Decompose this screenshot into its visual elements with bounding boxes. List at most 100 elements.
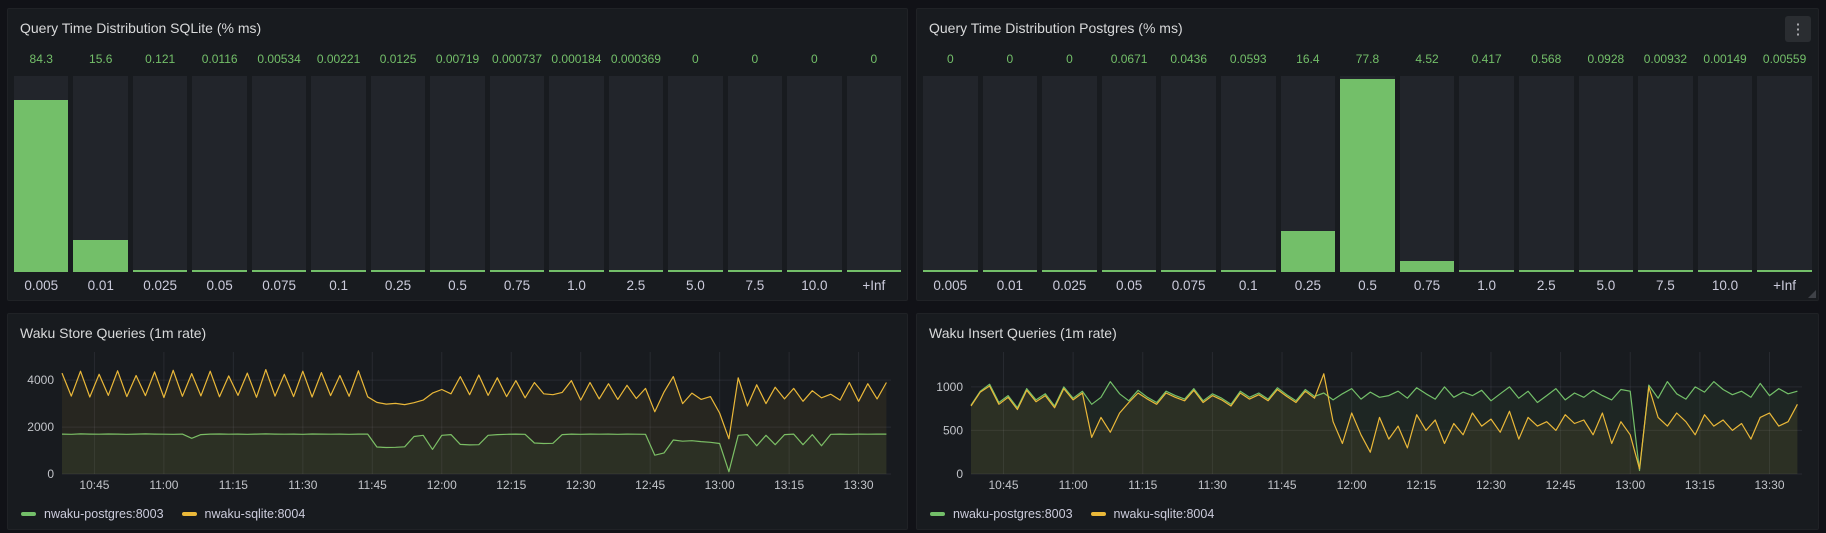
histogram-bucket: 0.0671 0.05 bbox=[1101, 49, 1157, 294]
histogram-bucket: 0.0125 0.25 bbox=[370, 49, 426, 294]
bar-value-label: 15.6 bbox=[89, 52, 113, 66]
bar-value-label: 0.0116 bbox=[201, 52, 238, 66]
x-tick-label: 13:30 bbox=[844, 478, 874, 492]
bar-fill bbox=[668, 270, 723, 272]
y-tick-label: 2000 bbox=[27, 420, 54, 434]
bucket-label: 2.5 bbox=[1536, 278, 1556, 293]
histogram-bucket: 0.00149 10.0 bbox=[1697, 49, 1753, 294]
bucket-label: 2.5 bbox=[626, 278, 646, 293]
legend-item[interactable]: nwaku-postgres:8003 bbox=[21, 506, 164, 522]
bar-fill bbox=[1757, 270, 1812, 272]
bar-fill bbox=[846, 270, 902, 272]
y-tick-label: 4000 bbox=[27, 373, 54, 387]
x-tick-label: 11:15 bbox=[1128, 478, 1157, 492]
bar-value-label: 0.000369 bbox=[610, 52, 661, 66]
histogram-bucket: 0.0928 5.0 bbox=[1578, 49, 1634, 294]
bar-value-label: 0.00559 bbox=[1762, 52, 1807, 66]
axis-labels: 0 2000 4000 10:45 11:00 11:15 11:30 11:45 12:00 1… bbox=[27, 373, 874, 492]
bar-track bbox=[608, 76, 664, 272]
legend-item[interactable]: nwaku-sqlite:8004 bbox=[181, 506, 305, 522]
panel-menu-button[interactable]: ⋮ bbox=[1785, 16, 1811, 42]
x-tick-label: 13:15 bbox=[774, 478, 804, 492]
bar-track bbox=[1042, 76, 1097, 272]
panel-title[interactable]: Query Time Distribution Postgres (% ms) bbox=[929, 20, 1183, 36]
bar-value-label: 0.0928 bbox=[1587, 52, 1625, 66]
x-tick-label: 12:45 bbox=[635, 478, 665, 492]
bar-track bbox=[1757, 76, 1812, 272]
bar-fill bbox=[14, 99, 69, 272]
bucket-label: 1.0 bbox=[1477, 278, 1497, 293]
y-tick-label: 0 bbox=[956, 467, 963, 481]
histogram-bucket: 0.0436 0.075 bbox=[1161, 49, 1216, 294]
bar-track bbox=[1578, 76, 1634, 272]
insert-queries-chart[interactable]: 0 500 1000 10:45 11:00 11:15 11:30 11:45 12:00 12… bbox=[925, 348, 1810, 494]
bar-value-label: 0.0671 bbox=[1110, 52, 1148, 66]
x-tick-label: 10:45 bbox=[988, 478, 1018, 492]
histogram-bucket: 0 0.025 bbox=[1042, 49, 1097, 294]
panel-waku-insert-queries: Waku Insert Queries (1m rate) 0 500 1000 10… bbox=[916, 313, 1819, 530]
histogram-bucket: 77.8 0.5 bbox=[1340, 49, 1395, 294]
axis-labels: 0 500 1000 10:45 11:00 11:15 11:30 11:45 12:00 12… bbox=[936, 380, 1785, 492]
x-tick-label: 11:30 bbox=[1198, 478, 1227, 492]
legend-item[interactable]: nwaku-sqlite:8004 bbox=[1090, 506, 1214, 522]
bucket-label: 0.075 bbox=[262, 278, 296, 293]
bar-track bbox=[192, 76, 247, 272]
bar-fill bbox=[1280, 231, 1336, 272]
series-line-nwaku-postgres:8003 bbox=[970, 380, 1798, 472]
bar-track bbox=[14, 76, 69, 272]
x-tick-label: 11:30 bbox=[288, 478, 317, 492]
histogram-bucket: 0.121 0.025 bbox=[132, 49, 188, 294]
bar-track bbox=[1399, 76, 1455, 272]
waku-insert-queries-plot-area[interactable]: 0 500 1000 10:45 11:00 11:15 11:30 11:45 12:00 12… bbox=[925, 348, 1810, 494]
bucket-label: 0.025 bbox=[143, 278, 178, 293]
panel-query-time-distribution-postgres: Query Time Distribution Postgres (% ms) … bbox=[916, 8, 1819, 301]
bucket-label: +Inf bbox=[862, 278, 886, 293]
bar-fill bbox=[1459, 270, 1514, 272]
bucket-label: 0.5 bbox=[448, 278, 467, 293]
bar-value-label: 0.000737 bbox=[491, 52, 543, 66]
histogram-bucket: 0.000369 2.5 bbox=[608, 49, 664, 294]
histogram-bucket: 0 7.5 bbox=[727, 49, 783, 294]
x-tick-label: 13:15 bbox=[1685, 478, 1715, 492]
x-tick-label: 10:45 bbox=[79, 478, 109, 492]
histogram-bucket: 0.00534 0.075 bbox=[251, 49, 307, 294]
x-tick-label: 11:15 bbox=[219, 478, 248, 492]
bar-track bbox=[370, 76, 426, 272]
bucket-label: +Inf bbox=[1773, 278, 1797, 293]
panel-title[interactable]: Waku Store Queries (1m rate) bbox=[20, 325, 207, 341]
bar-track bbox=[430, 76, 485, 272]
histogram-bucket: 0 +Inf bbox=[846, 49, 902, 294]
histogram-bucket: 0.0593 0.1 bbox=[1220, 49, 1276, 294]
bucket-label: 0.01 bbox=[87, 278, 114, 293]
legend-label: nwaku-postgres:8003 bbox=[953, 507, 1073, 521]
bar-value-label: 0.568 bbox=[1531, 52, 1562, 66]
series-area-nwaku-postgres:8003 bbox=[62, 433, 887, 474]
bar-fill bbox=[982, 270, 1038, 272]
bar-track bbox=[73, 76, 128, 272]
panel-title[interactable]: Query Time Distribution SQLite (% ms) bbox=[20, 20, 262, 36]
bucket-label: 10.0 bbox=[1711, 278, 1739, 293]
bar-fill bbox=[73, 240, 128, 272]
series-line-nwaku-sqlite:8004 bbox=[61, 369, 887, 440]
legend-swatch-icon bbox=[21, 512, 36, 516]
histogram-bucket: 0.0116 0.05 bbox=[192, 49, 247, 294]
bucket-label: 0.5 bbox=[1358, 278, 1377, 293]
histogram-bucket: 0.568 2.5 bbox=[1518, 49, 1574, 294]
histogram-bucket: 0.417 1.0 bbox=[1459, 49, 1514, 294]
bar-track bbox=[982, 76, 1038, 272]
bucket-label: 0.1 bbox=[329, 278, 348, 293]
waku-store-queries-plot-area[interactable]: 0 2000 4000 10:45 11:00 11:15 11:30 11:45 12:00 1… bbox=[16, 348, 899, 494]
bucket-label: 10.0 bbox=[801, 278, 828, 293]
resize-handle-icon[interactable] bbox=[1808, 290, 1816, 298]
bar-fill bbox=[1638, 270, 1693, 272]
bucket-label: 0.025 bbox=[1052, 278, 1087, 293]
legend-item[interactable]: nwaku-postgres:8003 bbox=[930, 506, 1073, 522]
bar-track bbox=[727, 76, 783, 272]
panel-title[interactable]: Waku Insert Queries (1m rate) bbox=[929, 325, 1117, 341]
bar-value-label: 0 bbox=[692, 52, 699, 66]
sqlite-histogram: 84.3 0.005 15.6 0.01 0.121 0.025 0.0116 0.05 0.0… bbox=[14, 49, 902, 294]
histogram-bucket: 0 0.005 bbox=[923, 49, 978, 294]
x-tick-label: 13:00 bbox=[1615, 478, 1645, 492]
store-queries-chart[interactable]: 0 2000 4000 10:45 11:00 11:15 11:30 11:45 12:00 1… bbox=[16, 348, 899, 494]
